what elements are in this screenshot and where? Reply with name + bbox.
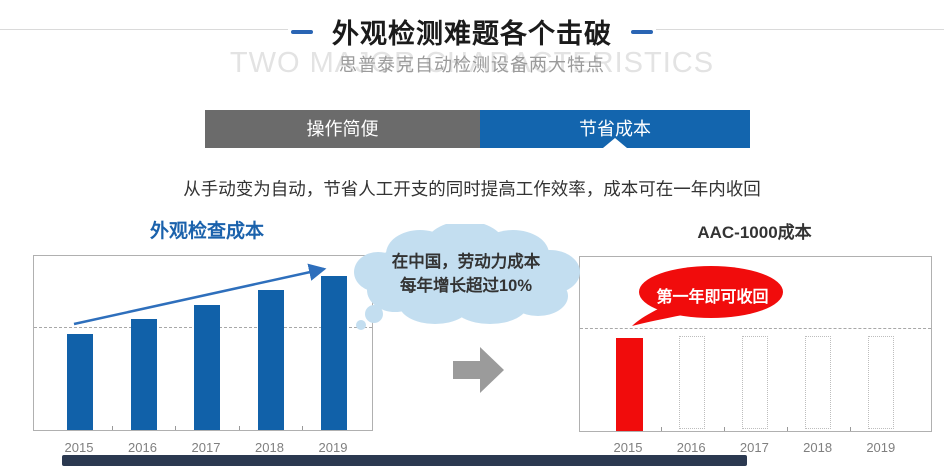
labor-cost-cloud-callout: 在中国，劳动力成本 每年增长超过10% (350, 221, 582, 336)
tab-cost-saving-label: 节省成本 (579, 119, 651, 139)
axis-tick (302, 426, 304, 430)
cloud-line-1: 在中国，劳动力成本 (391, 253, 541, 271)
ghost-bar-2018 (805, 336, 832, 429)
x-label-2019: 2019 (866, 440, 896, 455)
ghost-bar-2017 (741, 336, 768, 429)
manual-cost-chart (33, 255, 373, 431)
right-chart-x-axis: 2015 2016 2017 2018 2019 (579, 440, 930, 456)
trend-arrow-icon (73, 263, 327, 326)
x-label-2018: 2018 (255, 440, 284, 455)
feature-tabs: 操作简便 节省成本 (205, 110, 750, 148)
x-label-2019: 2019 (318, 440, 348, 455)
transition-arrow-icon (453, 347, 504, 393)
payback-bubble-text: 第一年即可收回 (656, 289, 769, 306)
bar-2017 (194, 305, 220, 430)
tab-cost-saving[interactable]: 节省成本 (480, 110, 750, 148)
header-rule-left (0, 29, 288, 30)
active-tab-notch-icon (603, 138, 627, 148)
cloud-icon (354, 221, 580, 330)
bar-2016 (130, 319, 157, 430)
axis-tick (787, 427, 788, 431)
axis-tick (111, 426, 113, 430)
axis-tick (660, 427, 662, 431)
title-dash-right-icon (631, 29, 653, 34)
payback-bubble-callout: 第一年即可收回 (630, 262, 795, 332)
x-label-2015: 2015 (613, 440, 643, 455)
bottom-scrollbar[interactable] (62, 455, 747, 466)
x-label-2016: 2016 (128, 440, 157, 455)
left-chart-title: 外观检查成本 (150, 221, 265, 242)
tab-easy-operation[interactable]: 操作简便 (205, 110, 480, 148)
x-label-2016: 2016 (676, 440, 706, 455)
bar-2015 (615, 338, 643, 431)
ghost-bar-2019 (868, 336, 895, 429)
axis-tick (175, 426, 177, 430)
header: 外观检测难题各个击破 (0, 12, 944, 51)
bar-2015 (67, 334, 93, 430)
bar-2018 (257, 290, 284, 430)
page-subtitle: 思普泰克自动检测设备两大特点 (339, 55, 605, 75)
x-label-2015: 2015 (64, 440, 94, 455)
page-title: 外观检测难题各个击破 (332, 19, 612, 49)
ghost-bar-2016 (678, 336, 705, 429)
x-label-2017: 2017 (739, 440, 769, 455)
watermark-text: TWO MAJOR CHARACTERISTICS (229, 47, 715, 79)
bar-2019 (321, 276, 347, 430)
title-dash-left-icon (291, 29, 313, 34)
x-label-2018: 2018 (803, 440, 833, 455)
header-rule-right (656, 29, 944, 30)
axis-tick (723, 427, 725, 431)
left-chart-x-axis: 2015 2016 2017 2018 2019 (33, 440, 371, 456)
right-chart-dashed-baseline (580, 328, 931, 329)
axis-tick (850, 427, 852, 431)
x-label-2017: 2017 (191, 440, 221, 455)
cloud-line-2: 每年增长超过10% (399, 277, 533, 295)
tab-description: 从手动变为自动，节省人工开支的同时提高工作效率，成本可在一年内收回 (183, 179, 761, 199)
cloud-callout-text: 在中国，劳动力成本 每年增长超过10% (350, 250, 582, 298)
axis-tick (238, 426, 240, 430)
speech-bubble-icon (632, 266, 783, 326)
right-chart-title: AAC-1000成本 (697, 223, 812, 242)
